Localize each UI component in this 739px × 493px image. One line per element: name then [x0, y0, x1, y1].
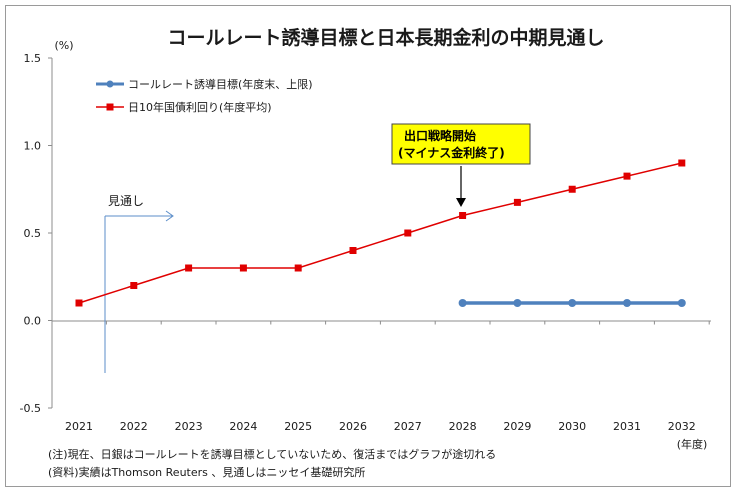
data-point-jgb-10y-2025 — [294, 264, 302, 272]
data-point-call-rate-2029 — [513, 299, 522, 307]
x-tick-label: 2021 — [65, 420, 93, 433]
legend-marker-jgb-10y — [106, 103, 114, 111]
exit-strategy-callout: 出口戦略開始 (マイナス金利終了) — [391, 123, 531, 207]
y-tick-label: 1.0 — [24, 140, 42, 153]
x-tick-label: 2022 — [120, 420, 148, 433]
data-point-jgb-10y-2024 — [239, 264, 247, 272]
forecast-label: 見通し — [108, 194, 144, 208]
data-point-jgb-10y-2030 — [568, 185, 576, 193]
data-point-jgb-10y-2029 — [513, 198, 521, 206]
chart-svg: コールレート誘導目標と日本長期金利の中期見通し (%) (年度) 1.5 1.0 0… — [20, 26, 711, 479]
x-tick-label: 2024 — [229, 420, 257, 433]
chart-frame: コールレート誘導目標と日本長期金利の中期見通し (%) (年度) 1.5 1.0 0… — [5, 5, 731, 487]
data-point-call-rate-2031 — [623, 299, 631, 307]
data-point-jgb-10y-2022 — [130, 282, 138, 289]
data-point-call-rate-2032 — [677, 299, 686, 307]
legend-label-call-rate: コールレート誘導目標(年度末、上限) — [128, 77, 313, 91]
x-tick-label: 2032 — [668, 420, 696, 433]
legend-label-jgb-10y: 日10年国債利回り(年度平均) — [128, 100, 272, 114]
x-tick-label: 2025 — [284, 420, 312, 433]
y-tick-label: 1.5 — [24, 52, 42, 65]
legend-marker-call-rate — [106, 80, 114, 88]
y-axis-unit: (%) — [54, 39, 73, 52]
callout-box — [391, 123, 531, 165]
data-point-jgb-10y-2027 — [404, 229, 412, 237]
x-tick-label: 2027 — [394, 420, 422, 433]
data-point-jgb-10y-2028 — [459, 212, 467, 219]
callout-line-2: (マイナス金利終了) — [398, 145, 505, 160]
x-tick-label: 2028 — [449, 420, 477, 433]
series-line-jgb-10y — [78, 162, 682, 304]
y-tick-label: -0.5 — [20, 402, 41, 415]
callout-arrow-head — [456, 198, 466, 207]
x-axis-unit: (年度) — [677, 437, 708, 451]
data-point-call-rate-2030 — [568, 299, 577, 307]
y-tick-label: 0.0 — [24, 315, 42, 328]
forecast-arrow-head — [165, 210, 174, 222]
data-point-call-rate-2028 — [458, 299, 467, 307]
data-point-jgb-10y-2026 — [349, 247, 357, 254]
y-tick-label: 0.5 — [24, 227, 42, 240]
callout-line-1: 出口戦略開始 — [404, 128, 476, 143]
data-point-jgb-10y-2023 — [185, 264, 193, 272]
x-tick-label: 2029 — [503, 420, 531, 433]
legend: コールレート誘導目標(年度末、上限) 日10年国債利回り(年度平均) — [96, 77, 313, 114]
chart-title: コールレート誘導目標と日本長期金利の中期見通し — [167, 26, 604, 49]
x-tick-label: 2031 — [613, 420, 641, 433]
data-point-jgb-10y-2021 — [75, 299, 83, 307]
x-tick-label: 2026 — [339, 420, 367, 433]
x-tick-label: 2030 — [558, 420, 586, 433]
data-point-jgb-10y-2032 — [678, 159, 686, 167]
note-1: (注)現在、日銀はコールレートを誘導目標としていないため、復活まではグラフが途切… — [48, 447, 496, 461]
data-point-jgb-10y-2031 — [623, 172, 631, 180]
x-tick-label: 2023 — [175, 420, 203, 433]
note-2: (資料)実績はThomson Reuters 、見通しはニッセイ基礎研究所 — [48, 465, 365, 479]
